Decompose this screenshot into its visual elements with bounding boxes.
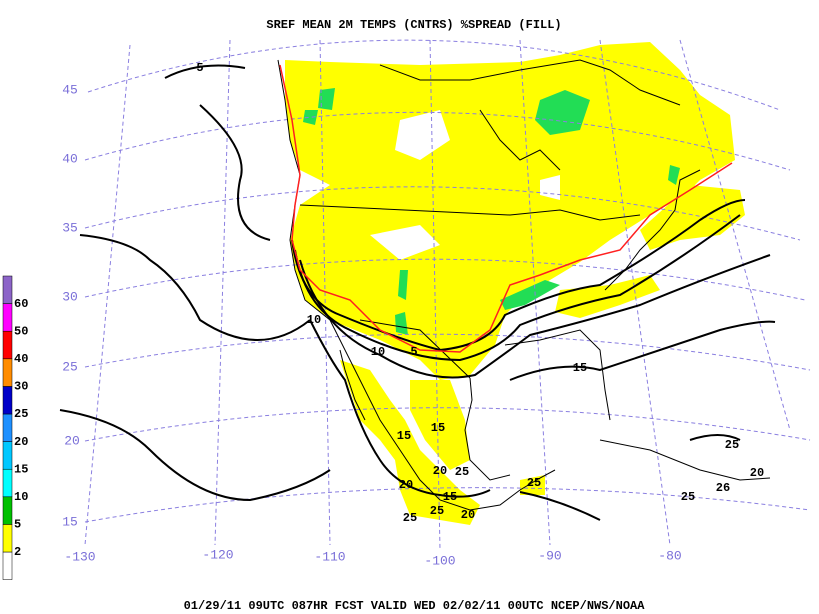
legend-swatch <box>2 330 13 360</box>
latitude-label: 35 <box>62 220 78 235</box>
graticule <box>84 39 811 551</box>
legend-label: 40 <box>14 352 28 366</box>
contour-label: 5 <box>196 61 203 75</box>
legend-label: 2 <box>14 545 21 559</box>
contour-label: 15 <box>431 421 445 435</box>
latitude-label: 15 <box>62 514 78 529</box>
legend-swatch <box>2 524 13 553</box>
latitude-label: 45 <box>62 82 78 97</box>
contour-label: 15 <box>443 490 457 504</box>
latitude-label: 40 <box>62 151 78 166</box>
contour-label: 25 <box>403 511 417 525</box>
freezing-line <box>279 64 733 353</box>
legend-swatch <box>2 441 13 470</box>
longitude-label: -130 <box>64 549 95 564</box>
legend-swatch <box>2 358 13 387</box>
latitude-label: 30 <box>62 289 78 304</box>
longitude-label: -110 <box>314 549 345 564</box>
contour-label: 15 <box>397 429 411 443</box>
longitude-label: -80 <box>658 548 681 563</box>
contour-label: 26 <box>716 481 730 495</box>
title: SREF MEAN 2M TEMPS (CNTRS) %SPREAD (FILL… <box>266 18 561 32</box>
latitude-label: 20 <box>64 433 80 448</box>
legend-swatch <box>2 551 13 580</box>
legend-swatch <box>2 275 13 304</box>
spread-fill <box>285 42 745 525</box>
legend-label: 10 <box>14 490 28 504</box>
legend-swatch <box>2 303 13 332</box>
footer: 01/29/11 09UTC 087HR FCST VALID WED 02/0… <box>184 599 646 613</box>
contour-label: 10 <box>371 345 385 359</box>
contour-label: 10 <box>307 313 321 327</box>
contour-label: 25 <box>430 504 444 518</box>
legend-label: 50 <box>14 324 28 338</box>
legend-label: 20 <box>14 435 28 449</box>
legend-label: 15 <box>14 462 28 476</box>
contour-label: 20 <box>399 478 413 492</box>
contour-label: 25 <box>455 465 469 479</box>
contour-label: 20 <box>750 466 764 480</box>
legend-label: 5 <box>14 518 21 532</box>
contour-label: 5 <box>410 345 417 359</box>
legend-swatch <box>2 413 13 442</box>
temperature-contours <box>59 64 776 521</box>
longitude-label: -120 <box>202 547 233 562</box>
legend-swatch <box>2 386 13 415</box>
legend-label: 30 <box>14 380 28 394</box>
longitude-label: -90 <box>538 548 561 563</box>
spread-fill-5 <box>303 88 680 335</box>
longitude-label: -100 <box>424 553 455 568</box>
legend-swatch <box>2 496 13 525</box>
legend-swatch <box>2 468 13 498</box>
contour-label: 20 <box>433 464 447 478</box>
legend-label: 60 <box>14 297 28 311</box>
contour-label: 15 <box>573 361 587 375</box>
contour-label: 20 <box>461 508 475 522</box>
contour-label: 25 <box>681 490 695 504</box>
legend-label: 25 <box>14 407 28 421</box>
contour-label: 25 <box>527 476 541 490</box>
contour-label: 25 <box>725 438 739 452</box>
latitude-label: 25 <box>62 359 78 374</box>
